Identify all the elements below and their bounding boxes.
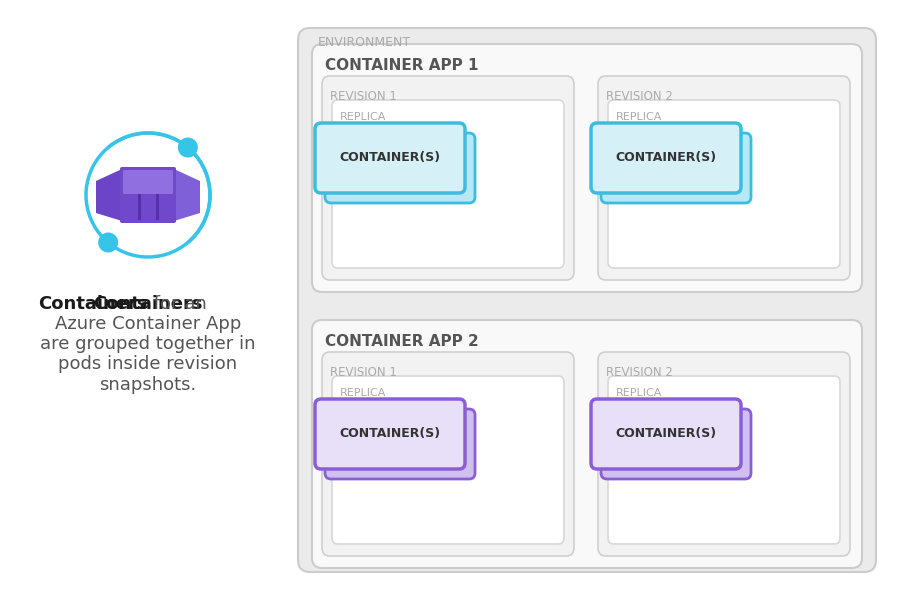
- Text: for an: for an: [148, 295, 207, 313]
- Text: CONTAINER(S): CONTAINER(S): [339, 152, 441, 165]
- Text: CONTAINER(S): CONTAINER(S): [339, 427, 441, 441]
- Text: snapshots.: snapshots.: [99, 376, 196, 393]
- Circle shape: [98, 232, 118, 253]
- Text: REVISION 1: REVISION 1: [330, 366, 397, 379]
- Text: REPLICA: REPLICA: [616, 112, 662, 122]
- FancyBboxPatch shape: [120, 167, 176, 223]
- FancyBboxPatch shape: [598, 76, 850, 280]
- Text: REPLICA: REPLICA: [340, 388, 386, 398]
- FancyBboxPatch shape: [601, 409, 751, 479]
- FancyBboxPatch shape: [325, 409, 475, 479]
- FancyBboxPatch shape: [598, 352, 850, 556]
- FancyBboxPatch shape: [601, 133, 751, 203]
- Text: REVISION 2: REVISION 2: [606, 366, 673, 379]
- FancyBboxPatch shape: [325, 133, 475, 203]
- FancyBboxPatch shape: [608, 376, 840, 544]
- FancyBboxPatch shape: [312, 320, 862, 568]
- Polygon shape: [96, 169, 122, 221]
- FancyBboxPatch shape: [332, 100, 564, 268]
- Text: ENVIRONMENT: ENVIRONMENT: [318, 36, 411, 49]
- FancyBboxPatch shape: [332, 376, 564, 544]
- FancyBboxPatch shape: [315, 123, 465, 193]
- Text: pods inside revision: pods inside revision: [58, 355, 238, 374]
- FancyBboxPatch shape: [322, 76, 574, 280]
- FancyBboxPatch shape: [322, 352, 574, 556]
- Text: Containers: Containers: [39, 295, 148, 313]
- FancyBboxPatch shape: [123, 170, 173, 194]
- Text: Azure Container App: Azure Container App: [55, 315, 241, 333]
- Circle shape: [178, 137, 198, 158]
- FancyBboxPatch shape: [591, 123, 741, 193]
- FancyBboxPatch shape: [591, 399, 741, 469]
- FancyBboxPatch shape: [608, 100, 840, 268]
- Text: CONTAINER(S): CONTAINER(S): [616, 152, 716, 165]
- Text: REVISION 1: REVISION 1: [330, 90, 397, 103]
- FancyBboxPatch shape: [315, 399, 465, 469]
- Text: REPLICA: REPLICA: [616, 388, 662, 398]
- Text: CONTAINER APP 1: CONTAINER APP 1: [325, 58, 479, 73]
- Text: are grouped together in: are grouped together in: [40, 336, 256, 353]
- FancyBboxPatch shape: [312, 44, 862, 292]
- Text: CONTAINER(S): CONTAINER(S): [616, 427, 716, 441]
- Text: REVISION 2: REVISION 2: [606, 90, 673, 103]
- Text: Containers: Containers: [94, 295, 202, 313]
- Text: CONTAINER APP 2: CONTAINER APP 2: [325, 334, 479, 349]
- Polygon shape: [174, 169, 200, 221]
- FancyBboxPatch shape: [298, 28, 876, 572]
- Text: REPLICA: REPLICA: [340, 112, 386, 122]
